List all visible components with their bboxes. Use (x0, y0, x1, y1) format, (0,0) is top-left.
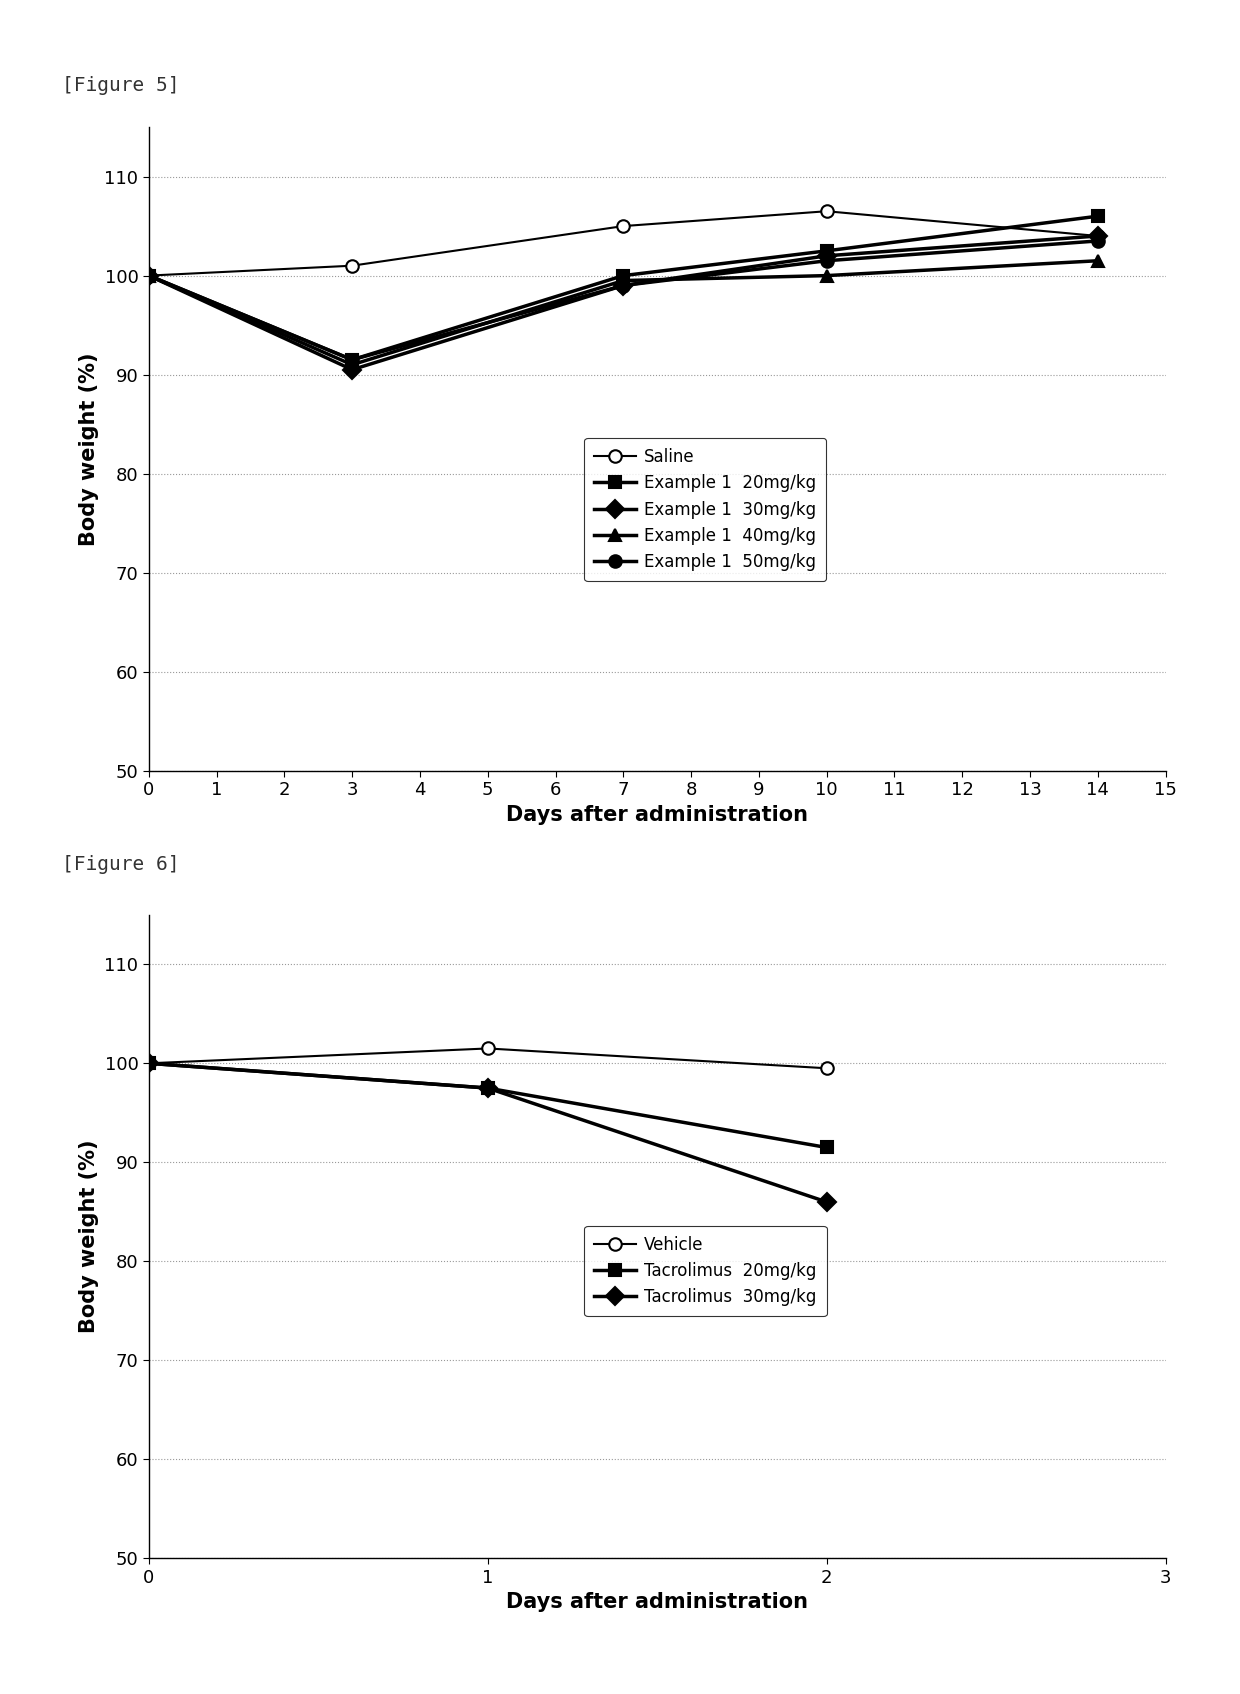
Example 1  50mg/kg (141, 266, 156, 286)
Example 1  40mg/kg (1090, 251, 1105, 271)
Example 1  30mg/kg (141, 266, 156, 286)
Y-axis label: Body weight (%): Body weight (%) (79, 1140, 99, 1333)
Example 1  20mg/kg (616, 266, 631, 286)
X-axis label: Days after administration: Days after administration (506, 805, 808, 825)
Example 1  20mg/kg (1090, 207, 1105, 227)
Tacrolimus  30mg/kg (141, 1054, 156, 1074)
Example 1  30mg/kg (345, 359, 360, 379)
Saline (820, 202, 835, 222)
Example 1  30mg/kg (820, 246, 835, 266)
Tacrolimus  30mg/kg (820, 1193, 835, 1213)
Line: Tacrolimus  30mg/kg: Tacrolimus 30mg/kg (143, 1057, 833, 1208)
X-axis label: Days after administration: Days after administration (506, 1592, 808, 1613)
Legend: Saline, Example 1  20mg/kg, Example 1  30mg/kg, Example 1  40mg/kg, Example 1  5: Saline, Example 1 20mg/kg, Example 1 30m… (584, 439, 826, 581)
Vehicle (141, 1054, 156, 1074)
Line: Example 1  30mg/kg: Example 1 30mg/kg (143, 230, 1104, 376)
Saline (616, 215, 631, 235)
Example 1  50mg/kg (820, 251, 835, 271)
Line: Example 1  40mg/kg: Example 1 40mg/kg (143, 254, 1104, 371)
Example 1  30mg/kg (616, 276, 631, 296)
Line: Tacrolimus  20mg/kg: Tacrolimus 20mg/kg (143, 1057, 833, 1154)
Tacrolimus  20mg/kg (141, 1054, 156, 1074)
Line: Example 1  50mg/kg: Example 1 50mg/kg (143, 235, 1104, 366)
Saline (345, 256, 360, 276)
Example 1  20mg/kg (345, 349, 360, 369)
Saline (141, 266, 156, 286)
Example 1  50mg/kg (1090, 230, 1105, 251)
Example 1  50mg/kg (616, 276, 631, 296)
Example 1  50mg/kg (345, 349, 360, 369)
Example 1  30mg/kg (1090, 225, 1105, 246)
Y-axis label: Body weight (%): Body weight (%) (79, 352, 99, 545)
Line: Vehicle: Vehicle (143, 1042, 833, 1074)
Tacrolimus  30mg/kg (480, 1077, 495, 1098)
Example 1  20mg/kg (820, 241, 835, 261)
Example 1  40mg/kg (345, 354, 360, 374)
Example 1  40mg/kg (141, 266, 156, 286)
Vehicle (820, 1059, 835, 1079)
Example 1  40mg/kg (820, 266, 835, 286)
Text: [Figure 6]: [Figure 6] (62, 855, 180, 874)
Vehicle (480, 1038, 495, 1059)
Tacrolimus  20mg/kg (820, 1137, 835, 1157)
Example 1  40mg/kg (616, 271, 631, 291)
Line: Example 1  20mg/kg: Example 1 20mg/kg (143, 210, 1104, 366)
Legend: Vehicle, Tacrolimus  20mg/kg, Tacrolimus  30mg/kg: Vehicle, Tacrolimus 20mg/kg, Tacrolimus … (584, 1226, 827, 1316)
Example 1  20mg/kg (141, 266, 156, 286)
Line: Saline: Saline (143, 205, 1104, 281)
Text: [Figure 5]: [Figure 5] (62, 76, 180, 95)
Saline (1090, 225, 1105, 246)
Tacrolimus  20mg/kg (480, 1077, 495, 1098)
